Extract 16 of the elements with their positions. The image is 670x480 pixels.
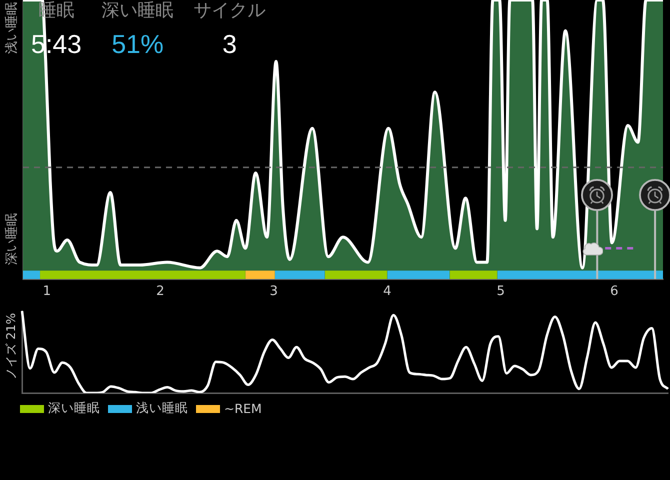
text: 浅い睡眠 (4, 2, 20, 54)
x-tick-label: 4 (383, 284, 392, 300)
x-tick-label: 3 (270, 284, 278, 300)
x-tick-label: 5 (496, 284, 505, 300)
text: 3 (222, 29, 237, 59)
text: 深い睡眠 (4, 213, 20, 265)
y-axis-title: ノイズ 21% (4, 313, 18, 380)
legend-label: 深い睡眠 (48, 400, 100, 417)
x-tick-label: 2 (156, 284, 164, 300)
category-label: サイクル (194, 0, 266, 22)
legend-label: ~REM (224, 401, 262, 416)
legend-label: 浅い睡眠 (136, 400, 188, 417)
category-label: 深い睡眠 (102, 0, 174, 22)
x-tick-label: 6 (610, 284, 618, 300)
x-tick-label: 1 (42, 284, 51, 300)
text: 51% (112, 29, 164, 59)
